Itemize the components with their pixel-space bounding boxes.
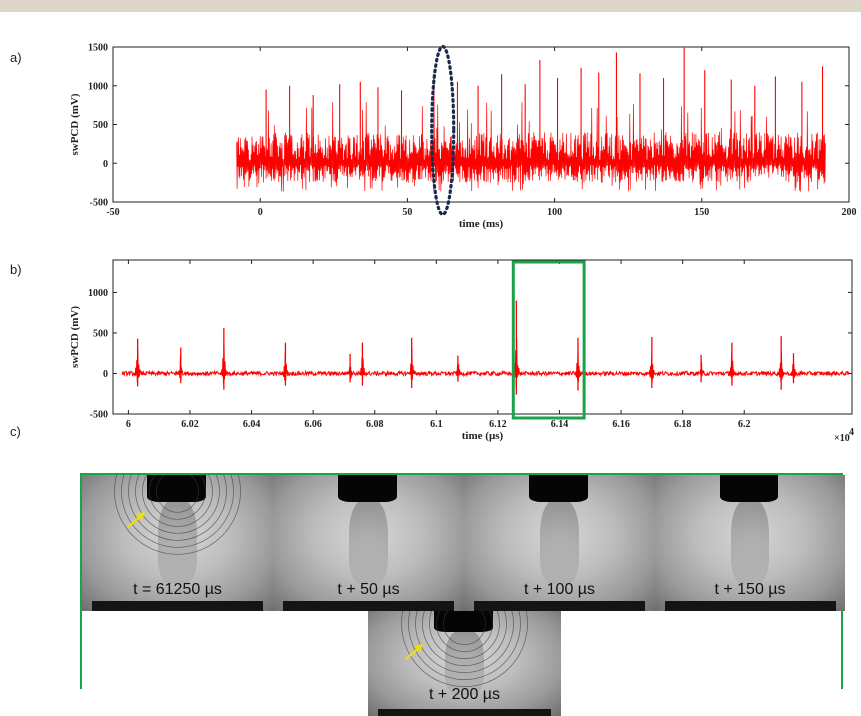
x-tick-label: 6.16 — [612, 419, 630, 430]
x-axis-label: time (ms) — [459, 218, 504, 230]
x-tick-label: 6.12 — [489, 419, 507, 430]
photo-frame-1: t = 61250 µs — [82, 475, 273, 611]
photo-caption: t + 50 µs — [337, 581, 400, 598]
plot-frame — [112, 259, 853, 415]
arrow-head — [136, 512, 145, 520]
shockwave-ring — [415, 611, 514, 673]
sample-base — [91, 601, 264, 611]
shockwave-rings — [114, 475, 241, 555]
panel-label-b: b) — [10, 262, 22, 277]
transducer-tip — [337, 475, 398, 503]
x-tick-label: 6.2 — [738, 419, 751, 430]
photo-caption: t = 61250 µs — [133, 581, 222, 598]
sample-base — [282, 601, 455, 611]
shockwave-ring — [114, 475, 241, 555]
shockwave-ring — [135, 475, 220, 534]
shockwave-rings — [401, 611, 528, 687]
x-axis-label: time (µs) — [462, 430, 504, 442]
y-tick-label: 500 — [93, 120, 108, 131]
panel-label-a: a) — [10, 50, 22, 65]
arrow-icon — [127, 512, 145, 528]
photo-frame-4: t + 150 µs — [655, 475, 845, 611]
x-tick-label: -50 — [106, 207, 119, 218]
series-noise-band — [236, 102, 826, 192]
arrow-icon — [405, 644, 423, 660]
y-axis-label: swPCD (mV) — [69, 93, 81, 155]
shockwave-ring — [121, 475, 234, 548]
y-tick-label: 500 — [93, 328, 108, 339]
photo-frame-3: t + 100 µs — [464, 475, 655, 611]
photo-panel: t = 61250 µs t + 50 µs t + 100 µs t + 15… — [80, 473, 847, 716]
y-tick-label: 1000 — [88, 288, 108, 299]
x-tick-label: 6.06 — [304, 419, 322, 430]
cavitation-plume — [445, 629, 484, 695]
sample-base — [664, 601, 836, 611]
arrow-head — [414, 644, 423, 652]
x-tick-label: 0 — [258, 207, 263, 218]
x-tick-label: 6.1 — [430, 419, 443, 430]
y-tick-label: -500 — [90, 410, 108, 421]
shockwave-ring — [149, 475, 206, 520]
x-tick-label: 150 — [694, 207, 709, 218]
series-signal — [121, 338, 850, 388]
shockwave-ring — [443, 611, 486, 645]
x-tick-label: 6.14 — [551, 419, 569, 430]
x-tick-label: 6.18 — [674, 419, 692, 430]
x-tick-label: 6 — [126, 419, 131, 430]
cavitation-plume — [731, 499, 769, 584]
y-tick-label: -500 — [90, 198, 108, 209]
chart-b: 6 6.02 6.04 6.06 6.08 6.1 6.12 6.14 6.16 6.18 6.2 -… — [69, 259, 854, 444]
shockwave-ring — [422, 611, 507, 666]
transducer-tip — [433, 611, 494, 632]
shockwave-ring — [156, 475, 199, 513]
cavitation-plume — [540, 499, 579, 584]
y-tick-label: 0 — [103, 159, 108, 170]
x-tick-label: 50 — [402, 207, 412, 218]
y-tick-label: 1500 — [88, 43, 108, 54]
x-tick-label: 200 — [842, 207, 857, 218]
transducer-tip — [528, 475, 589, 503]
shockwave-ring — [436, 611, 493, 652]
cavitation-plume — [158, 499, 197, 584]
y-axis-label: swPCD (mV) — [69, 306, 81, 368]
sample-base — [473, 601, 646, 611]
y-tick-label: 0 — [103, 369, 108, 380]
shockwave-ring — [429, 611, 500, 659]
x-axis-multiplier-exponent: 4 — [849, 427, 854, 438]
x-tick-label: 6.04 — [243, 419, 261, 430]
x-tick-label: 100 — [547, 207, 562, 218]
highlight-ellipse — [430, 44, 456, 217]
shockwave-ring — [401, 611, 528, 687]
photo-frame-2: t + 50 µs — [273, 475, 464, 611]
cavitation-plume — [349, 499, 388, 584]
highlight-window — [511, 260, 586, 420]
x-axis-multiplier: ×10 — [834, 433, 850, 444]
transducer-tip — [719, 475, 779, 503]
top-bar — [0, 0, 861, 12]
y-tick-label: 1000 — [88, 81, 108, 92]
shockwave-ring — [408, 611, 521, 680]
shockwave-ring — [128, 475, 227, 541]
panel-label-c: c) — [10, 424, 21, 439]
x-tick-label: 6.02 — [181, 419, 199, 430]
photo-caption: t + 150 µs — [714, 581, 786, 598]
shockwave-ring — [142, 475, 213, 527]
photo-caption: t + 100 µs — [523, 581, 596, 598]
x-tick-label: 6.08 — [366, 419, 384, 430]
photo-frame-5: t + 200 µs — [368, 611, 561, 716]
